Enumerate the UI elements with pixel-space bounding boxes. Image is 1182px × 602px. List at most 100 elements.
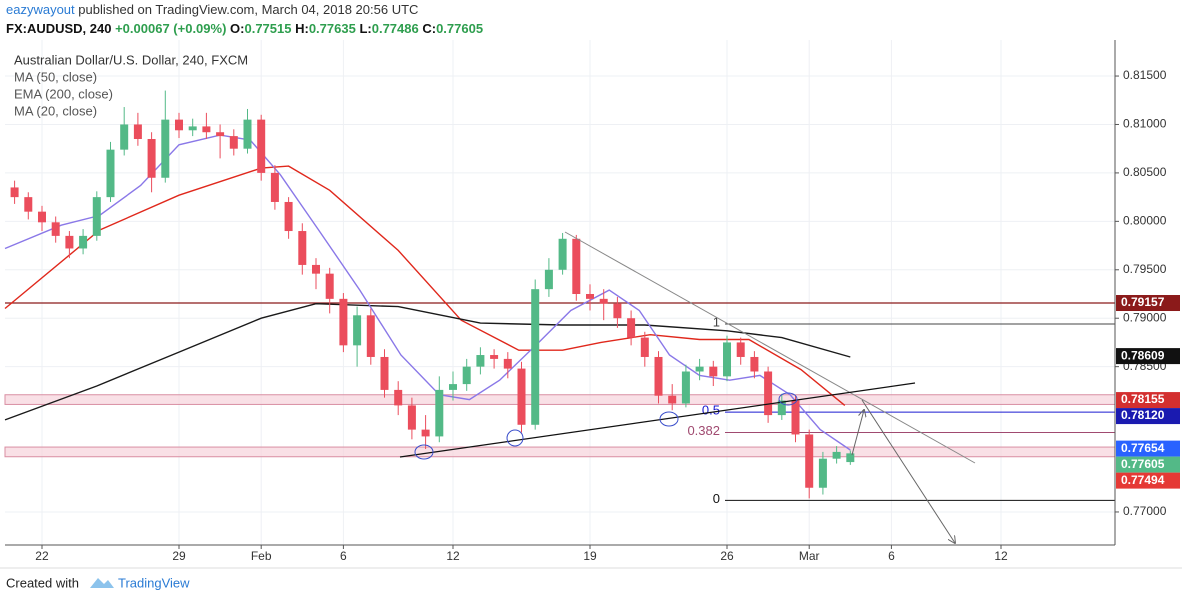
candle-body (202, 126, 211, 133)
candle-body (558, 238, 567, 270)
plot-area: 1 0.5 0.382 0 (4, 40, 1116, 545)
candle-body (311, 264, 320, 274)
candle-body (161, 119, 170, 178)
price-tag-label: 0.78609 (1121, 348, 1165, 362)
trend-line (564, 231, 976, 464)
circle-mark (414, 444, 434, 460)
candle-body (243, 119, 252, 149)
candle-body (654, 356, 663, 396)
x-tick-label: 6 (888, 549, 895, 563)
candle-body (640, 337, 649, 357)
candle-body (586, 294, 595, 299)
candle-body (51, 222, 60, 236)
candle-body (846, 453, 855, 463)
candle-body (750, 356, 759, 372)
price-tag-label: 0.78155 (1121, 392, 1165, 406)
candle-body (407, 405, 416, 430)
y-tick-label: 0.80500 (1123, 165, 1167, 179)
arrow (851, 410, 864, 456)
arrow (861, 399, 955, 543)
candle-body (599, 298, 608, 304)
change: +0.00067 (+0.09%) (115, 21, 226, 36)
published: published on TradingView.com, March 04, … (78, 2, 418, 17)
x-tick-label: 26 (720, 549, 734, 563)
x-tick-label: 19 (583, 549, 597, 563)
y-tick-label: 0.80000 (1123, 214, 1167, 228)
legend-item: MA (20, close) (14, 103, 97, 118)
ma-line (4, 134, 851, 451)
candle-body (476, 355, 485, 367)
price-tag (1116, 392, 1180, 409)
logo (90, 578, 114, 588)
legend-item: MA (50, close) (14, 69, 97, 84)
candle-body (24, 197, 33, 212)
candle-body (65, 235, 74, 249)
candle-body (490, 355, 499, 359)
ohlc-label: H: (295, 21, 309, 36)
ohlc-label: L: (359, 21, 371, 36)
candle-body (681, 371, 690, 404)
candle-body (174, 119, 183, 131)
candle-body (339, 298, 348, 346)
candle-body (791, 400, 800, 435)
x-tick-label: 22 (35, 549, 49, 563)
candle-body (284, 201, 293, 232)
candle-body (257, 119, 266, 173)
drawings (399, 231, 976, 543)
price-tag (1116, 456, 1180, 473)
candle-body (133, 124, 142, 140)
footer-text: Created with (6, 575, 79, 590)
y-tick-label: 0.77000 (1123, 504, 1167, 518)
candle-body (298, 231, 307, 265)
candle-body (544, 269, 553, 290)
candle-body (37, 211, 46, 223)
circle-mark (659, 411, 679, 427)
legend: Australian Dollar/U.S. Dollar, 240, FXCM… (14, 52, 248, 118)
header-bg (0, 0, 1182, 40)
candle-body (503, 358, 512, 369)
user[interactable]: eazywayout (6, 2, 75, 17)
price-tag-label: 0.77654 (1121, 441, 1165, 455)
candle-body (723, 342, 732, 377)
x-tick-label: 6 (340, 549, 347, 563)
circle-mark (778, 392, 798, 406)
ma-line (4, 302, 851, 421)
price-tag (1116, 295, 1180, 312)
candle-body (449, 384, 458, 390)
price-tag (1116, 408, 1180, 425)
candle-body (736, 342, 745, 357)
fib-label: 0 (713, 491, 720, 506)
ohlc-value: 0.77486 (372, 21, 419, 36)
candle-body (325, 273, 334, 299)
trend-line (399, 382, 916, 458)
ohlc-value: 0.77515 (244, 21, 291, 36)
price-tag (1116, 348, 1180, 365)
candle-body (572, 238, 581, 295)
candle-body (832, 451, 841, 459)
price-tag-label: 0.77605 (1121, 457, 1165, 471)
footer-brand[interactable]: TradingView (118, 575, 190, 590)
candle-body (366, 315, 375, 357)
y-tick-label: 0.81500 (1123, 68, 1167, 82)
ohlc-label: O: (230, 21, 244, 36)
candle-body (353, 315, 362, 346)
legend-item: EMA (200, close) (14, 86, 113, 101)
x-tick-label: 29 (172, 549, 186, 563)
candle-body (270, 172, 279, 202)
candle-body (421, 429, 430, 437)
x-tick-label: 12 (994, 549, 1008, 563)
symbol: FX:AUDUSD, 240 (6, 21, 111, 36)
price-tag (1116, 472, 1180, 489)
ohlc-value: 0.77635 (309, 21, 356, 36)
symbol-line: FX:AUDUSD, 240 +0.00067 (+0.09%) O:0.775… (6, 21, 483, 36)
circle-mark (506, 429, 524, 447)
candle-body (613, 303, 622, 319)
candle-body (805, 434, 814, 488)
candle-body (627, 318, 636, 338)
fib-label: 1 (713, 314, 720, 329)
fib-label: 0.5 (702, 403, 720, 418)
y-tick-label: 0.79000 (1123, 310, 1167, 324)
candle-body (695, 366, 704, 372)
